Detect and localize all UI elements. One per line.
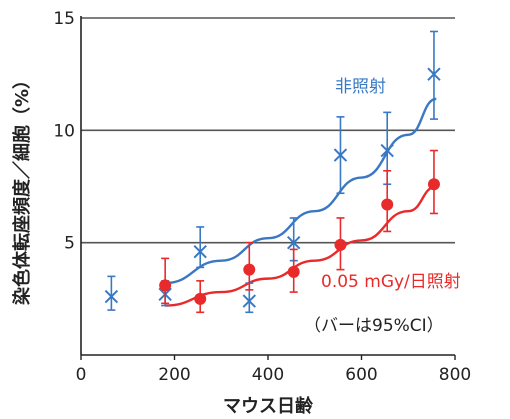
marker-x <box>287 235 301 250</box>
error-bar-note: （バーは95%CI） <box>304 316 444 336</box>
x-tick-label-400: 400 <box>252 365 284 385</box>
marker-x <box>242 294 257 308</box>
marker-circle <box>243 263 256 276</box>
data-point-series-0-2 <box>193 226 207 269</box>
data-point-series-0-5 <box>333 116 348 195</box>
marker-circle <box>194 292 207 305</box>
marker-x <box>380 143 394 158</box>
gridlines <box>81 17 455 244</box>
marker-x <box>193 244 207 259</box>
fit-curve-series-0 <box>165 97 437 285</box>
axes <box>80 16 455 356</box>
x-tick-label-600: 600 <box>345 365 377 385</box>
marker-circle <box>334 238 347 251</box>
y-axis-title: 染色体転座頻度／細胞（%） <box>11 71 33 306</box>
series-label-irradiated: 0.05 mGy/日照射 <box>321 272 461 292</box>
marker-x <box>333 148 348 162</box>
data-point-series-1-3 <box>287 248 300 293</box>
y-tick-label-10: 10 <box>53 121 75 141</box>
data-marks <box>104 30 441 314</box>
data-point-series-0-0 <box>104 275 119 311</box>
marker-circle <box>381 198 394 211</box>
y-tick-label-15: 15 <box>53 9 75 29</box>
fit-curves <box>165 97 437 307</box>
data-point-series-1-1 <box>194 280 207 314</box>
marker-circle <box>427 178 440 191</box>
marker-circle <box>159 279 172 292</box>
data-point-series-0-7 <box>427 30 441 120</box>
x-tick-label-200: 200 <box>158 365 190 385</box>
x-tick-label-800: 800 <box>439 365 471 385</box>
data-point-series-1-5 <box>381 169 394 233</box>
x-tick-label-0: 0 <box>76 365 87 385</box>
data-point-series-1-4 <box>334 217 347 271</box>
marker-x <box>104 289 119 304</box>
fit-curve-series-1 <box>165 185 437 307</box>
marker-x <box>427 67 441 81</box>
data-point-series-1-6 <box>427 149 440 215</box>
tick-labels: 0 200 400 600 800 5 10 15 <box>53 9 471 385</box>
marker-circle <box>287 265 300 278</box>
data-point-series-1-0 <box>159 257 172 305</box>
data-point-series-1-2 <box>243 241 256 291</box>
series-label-unirradiated: 非照射 <box>335 77 386 97</box>
x-axis-title: マウス日齢 <box>223 395 314 417</box>
y-tick-label-5: 5 <box>64 234 75 254</box>
